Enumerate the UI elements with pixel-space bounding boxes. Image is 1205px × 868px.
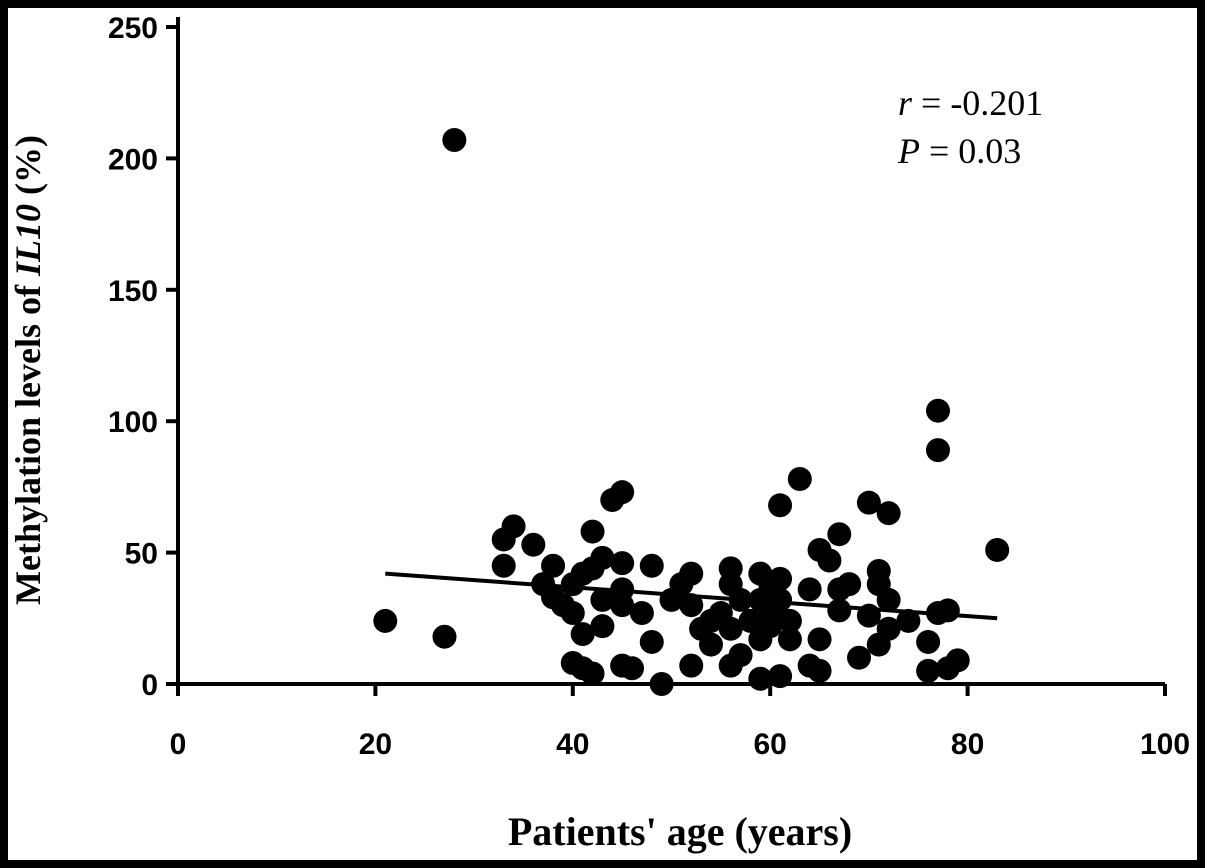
data-point: [639, 629, 664, 654]
data-point: [876, 616, 901, 641]
data-point: [501, 514, 526, 539]
data-point: [491, 553, 516, 578]
data-point: [777, 627, 802, 652]
data-point: [837, 572, 862, 597]
data-point: [827, 598, 852, 623]
data-point: [442, 128, 467, 153]
y-label-text: Methylation levels of: [8, 276, 48, 605]
data-point: [777, 608, 802, 633]
data-point: [896, 608, 921, 633]
y-label-gene: IL10: [8, 204, 48, 277]
data-point: [847, 645, 872, 670]
data-point: [876, 587, 901, 612]
data-point: [807, 627, 832, 652]
annotation-p: P = 0.03: [897, 131, 1021, 171]
x-tick-label: 80: [951, 728, 984, 761]
y-label-unit: (%): [8, 135, 48, 204]
data-point: [945, 648, 970, 673]
data-point: [590, 545, 615, 570]
data-point: [758, 614, 783, 639]
x-tick-label: 60: [754, 728, 787, 761]
data-point: [856, 603, 881, 628]
data-point: [521, 532, 546, 557]
data-point: [679, 653, 704, 678]
data-point: [432, 624, 457, 649]
x-tick-label: 20: [359, 728, 392, 761]
p-symbol: P: [897, 131, 920, 171]
data-point: [787, 467, 812, 492]
data-point: [728, 587, 753, 612]
data-point: [610, 593, 635, 618]
data-point: [768, 566, 793, 591]
data-point: [807, 658, 832, 683]
p-value: = 0.03: [920, 131, 1021, 171]
data-point: [541, 553, 566, 578]
data-point: [748, 666, 773, 691]
y-tick-label: 0: [141, 669, 158, 702]
data-point: [639, 553, 664, 578]
y-tick-label: 150: [108, 275, 158, 308]
y-tick-label: 250: [108, 12, 158, 45]
y-axis-label: Methylation levels of IL10 (%): [8, 135, 48, 605]
data-point: [610, 480, 635, 505]
data-point: [590, 587, 615, 612]
data-point: [797, 577, 822, 602]
data-point: [580, 661, 605, 686]
data-point: [925, 438, 950, 463]
r-value: = -0.201: [912, 83, 1043, 123]
data-point: [728, 643, 753, 668]
annotation-r: r = -0.201: [898, 83, 1043, 123]
data-point: [856, 490, 881, 515]
data-point: [768, 664, 793, 689]
y-tick-label: 200: [108, 143, 158, 176]
data-point: [698, 632, 723, 657]
x-tick-label: 40: [556, 728, 589, 761]
data-point: [620, 656, 645, 681]
data-point: [817, 548, 842, 573]
y-tick-label: 50: [125, 538, 158, 571]
data-point: [768, 493, 793, 518]
data-point: [629, 601, 654, 626]
data-point: [768, 587, 793, 612]
data-point: [649, 672, 674, 696]
x-tick-label: 100: [1140, 728, 1190, 761]
data-point: [916, 629, 941, 654]
data-point: [373, 608, 398, 633]
r-symbol: r: [898, 83, 913, 123]
data-point: [718, 616, 743, 641]
data-point: [935, 598, 960, 623]
x-tick-label: 0: [170, 728, 187, 761]
data-point: [985, 537, 1010, 562]
y-tick-label: 100: [108, 406, 158, 439]
data-point: [580, 519, 605, 544]
data-point: [610, 551, 635, 576]
data-point: [827, 522, 852, 547]
data-point: [925, 398, 950, 423]
data-point: [679, 561, 704, 586]
data-point: [679, 593, 704, 618]
data-point: [590, 614, 615, 639]
x-axis-label: Patients' age (years): [508, 809, 852, 854]
data-point: [560, 601, 585, 626]
data-point: [876, 501, 901, 526]
data-point: [738, 608, 763, 633]
data-point: [916, 658, 941, 683]
data-point: [570, 622, 595, 647]
